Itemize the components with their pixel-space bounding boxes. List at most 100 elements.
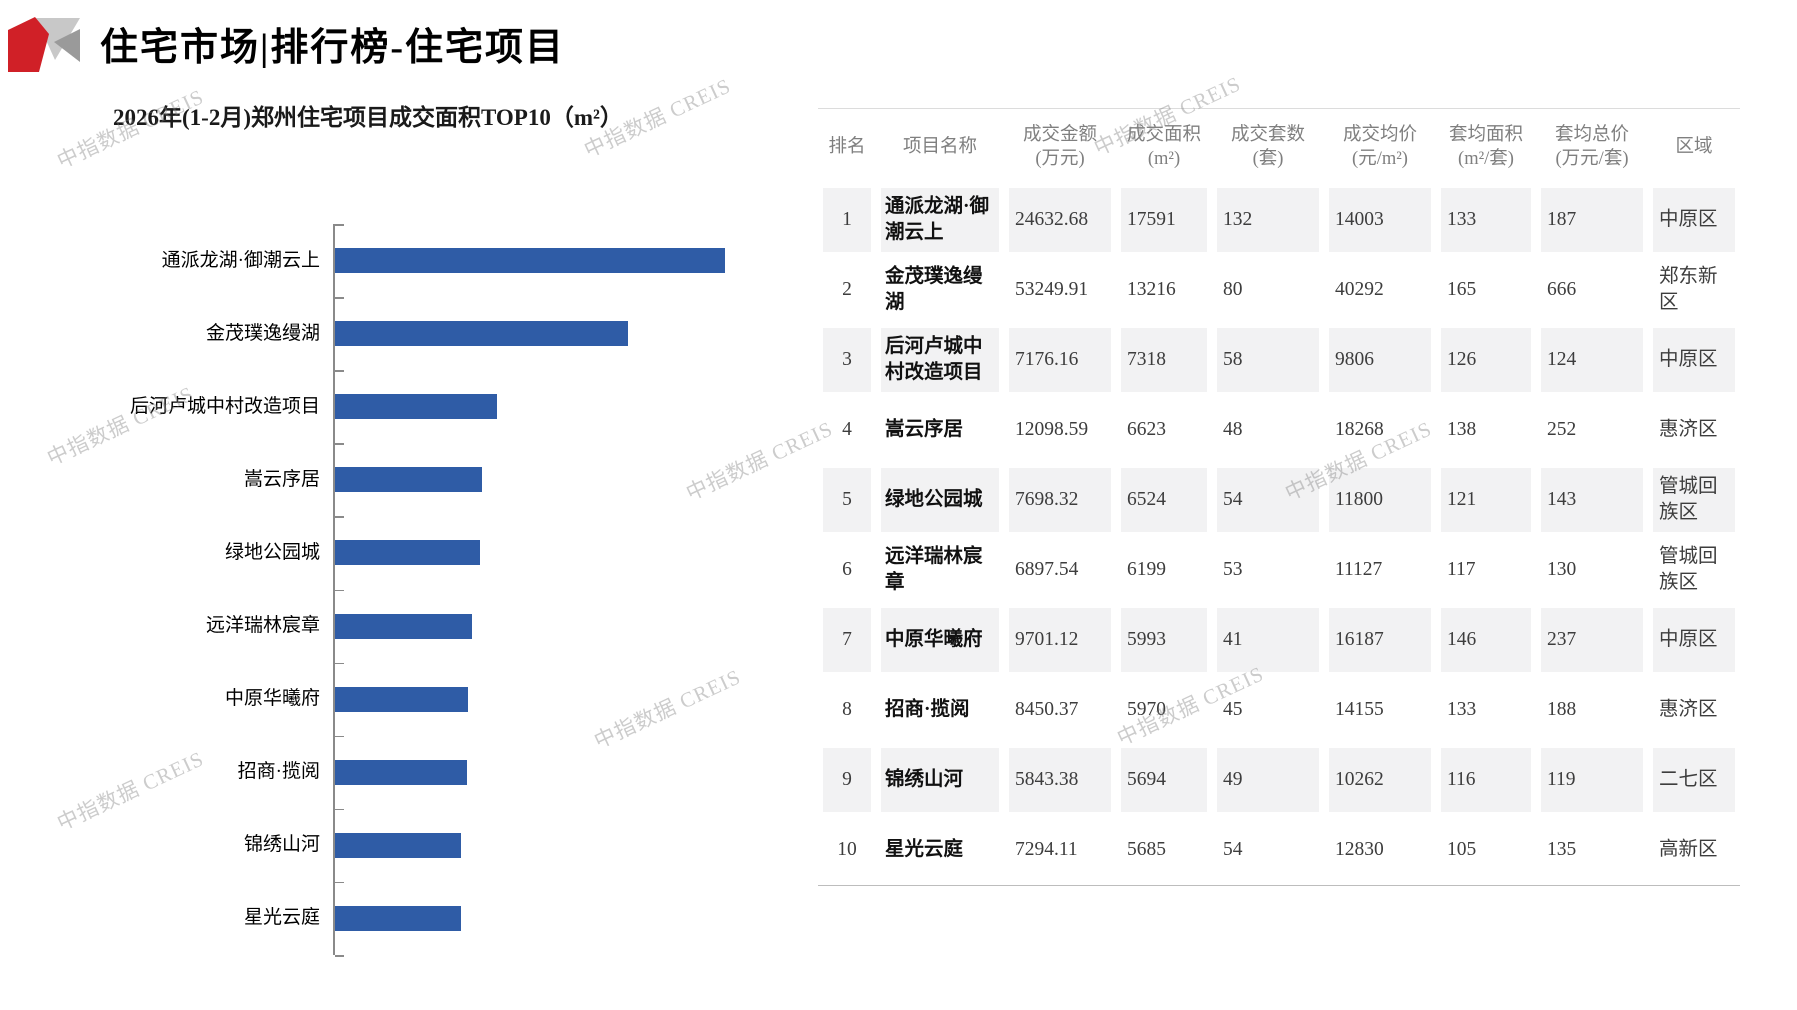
- table-cell: 105: [1436, 815, 1536, 885]
- table-cell: 14155: [1324, 675, 1436, 745]
- bar: [335, 759, 467, 785]
- table-cell: 16187: [1324, 605, 1436, 675]
- axis-tick: [335, 297, 344, 299]
- table-cell: 7: [818, 605, 876, 675]
- column-header: 套均总价 (万元/套): [1536, 109, 1648, 185]
- table-cell: 1: [818, 185, 876, 255]
- table-cell: 8450.37: [1004, 675, 1116, 745]
- table-cell: 6897.54: [1004, 535, 1116, 605]
- table-cell: 7698.32: [1004, 465, 1116, 535]
- table-cell: 126: [1436, 325, 1536, 395]
- table-cell: 165: [1436, 255, 1536, 325]
- table-cell: 2: [818, 255, 876, 325]
- table-row: 5 绿地公园城 7698.32 6524 54 11800 121 143 管城回族区: [818, 465, 1740, 535]
- table-cell: 5970: [1116, 675, 1212, 745]
- bar: [335, 394, 497, 420]
- bar-chart-plot: [333, 224, 763, 957]
- table-cell: 6623: [1116, 395, 1212, 465]
- table-cell: 10: [818, 815, 876, 885]
- table-cell: 24632.68: [1004, 185, 1116, 255]
- category-label: 嵩云序居: [243, 468, 320, 490]
- table-cell: 通派龙湖·御潮云上: [876, 185, 1004, 255]
- table-cell: 187: [1536, 185, 1648, 255]
- table-cell: 5694: [1116, 745, 1212, 815]
- bar: [335, 248, 725, 273]
- table-cell: 远洋瑞林宸章: [876, 535, 1004, 605]
- table-cell: 143: [1536, 465, 1648, 535]
- table-cell: 6: [818, 535, 876, 605]
- table-cell: 11800: [1324, 465, 1436, 535]
- creis-logo: [8, 14, 82, 72]
- table-cell: 130: [1536, 535, 1648, 605]
- table-cell: 133: [1436, 185, 1536, 255]
- bar: [335, 905, 461, 931]
- column-header: 排名: [818, 109, 876, 185]
- table-cell: 13216: [1116, 255, 1212, 325]
- table-cell: 116: [1436, 745, 1536, 815]
- table-cell: 5993: [1116, 605, 1212, 675]
- table-cell: 嵩云序居: [876, 395, 1004, 465]
- table-row: 1 通派龙湖·御潮云上 24632.68 17591 132 14003 133 187 中原区: [818, 185, 1740, 255]
- table-body: 1 通派龙湖·御潮云上 24632.68 17591 132 14003 133 187 中原区…: [818, 185, 1740, 885]
- table-cell: 121: [1436, 465, 1536, 535]
- table-cell: 管城回族区: [1648, 465, 1740, 535]
- table-cell: 10262: [1324, 745, 1436, 815]
- category-label: 锦绣山河: [243, 834, 320, 856]
- table-row: 3 后河卢城中村改造项目 7176.16 7318 58 9806 126 124 中原区: [818, 325, 1740, 395]
- category-label: 星光云庭: [243, 907, 320, 929]
- table-header: 排名 项目名称 成交金额 (万元) 成交面积 (m²) 成交套数 (套) 成交均价 (元/m²) 套…: [818, 109, 1740, 185]
- table-cell: 138: [1436, 395, 1536, 465]
- table-cell: 53249.91: [1004, 255, 1116, 325]
- axis-tick: [335, 881, 344, 884]
- ranking-table-container: 排名 项目名称 成交金额 (万元) 成交面积 (m²) 成交套数 (套) 成交均价 (元/m²) 套…: [818, 108, 1740, 886]
- table-cell: 12098.59: [1004, 395, 1116, 465]
- axis-tick: [335, 370, 344, 372]
- table-cell: 中原华曦府: [876, 605, 1004, 675]
- table-cell: 237: [1536, 605, 1648, 675]
- category-label: 后河卢城中村改造项目: [129, 395, 320, 417]
- category-label: 绿地公园城: [224, 541, 320, 563]
- column-header: 区域: [1648, 109, 1740, 185]
- table-cell: 6524: [1116, 465, 1212, 535]
- axis-tick: [335, 589, 344, 591]
- column-header: 成交套数 (套): [1212, 109, 1324, 185]
- category-label: 招商·揽阅: [237, 761, 320, 783]
- table-cell: 17591: [1116, 185, 1212, 255]
- table-cell: 中原区: [1648, 325, 1740, 395]
- table-cell: 二七区: [1648, 745, 1740, 815]
- table-cell: 18268: [1324, 395, 1436, 465]
- table-cell: 9: [818, 745, 876, 815]
- table-cell: 惠济区: [1648, 395, 1740, 465]
- column-header: 套均面积 (m²/套): [1436, 109, 1536, 185]
- table-cell: 绿地公园城: [876, 465, 1004, 535]
- table-cell: 7318: [1116, 325, 1212, 395]
- table-cell: 5843.38: [1004, 745, 1116, 815]
- axis-tick: [335, 516, 344, 518]
- table-cell: 45: [1212, 675, 1324, 745]
- table-cell: 40292: [1324, 255, 1436, 325]
- table-cell: 48: [1212, 395, 1324, 465]
- table-cell: 12830: [1324, 815, 1436, 885]
- column-header: 项目名称: [876, 109, 1004, 185]
- table-cell: 锦绣山河: [876, 745, 1004, 815]
- table-cell: 11127: [1324, 535, 1436, 605]
- table-cell: 49: [1212, 745, 1324, 815]
- axis-tick: [335, 224, 344, 226]
- table-cell: 3: [818, 325, 876, 395]
- table-cell: 星光云庭: [876, 815, 1004, 885]
- table-row: 6 远洋瑞林宸章 6897.54 6199 53 11127 117 130 管城回族区: [818, 535, 1740, 605]
- table-cell: 41: [1212, 605, 1324, 675]
- table-cell: 4: [818, 395, 876, 465]
- table-cell: 高新区: [1648, 815, 1740, 885]
- table-cell: 53: [1212, 535, 1324, 605]
- table-row: 7 中原华曦府 9701.12 5993 41 16187 146 237 中原区: [818, 605, 1740, 675]
- table-cell: 7176.16: [1004, 325, 1116, 395]
- bar: [335, 686, 468, 712]
- table-cell: 58: [1212, 325, 1324, 395]
- column-header: 成交面积 (m²): [1116, 109, 1212, 185]
- axis-tick: [335, 955, 344, 957]
- table-cell: 666: [1536, 255, 1648, 325]
- table-cell: 124: [1536, 325, 1648, 395]
- table-cell: 133: [1436, 675, 1536, 745]
- table-cell: 惠济区: [1648, 675, 1740, 745]
